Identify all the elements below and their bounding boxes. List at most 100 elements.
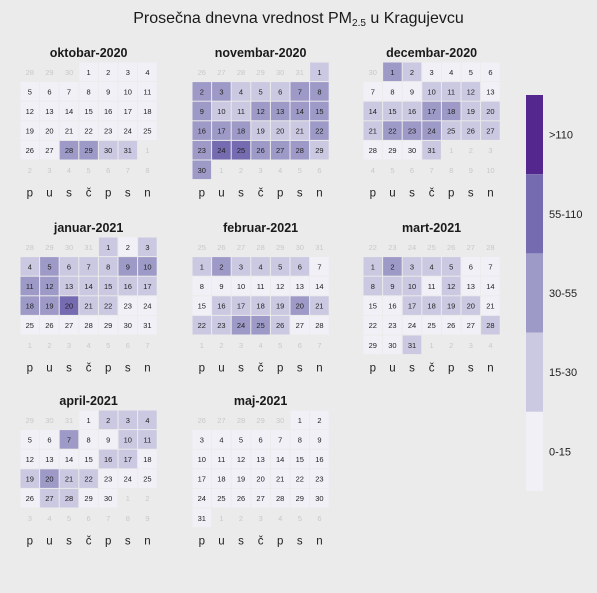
day-label: 31 [408, 341, 416, 350]
day-cell [251, 488, 270, 508]
day-label: 18 [143, 107, 151, 116]
weekday-label: s [66, 536, 72, 548]
day-cell [20, 469, 40, 488]
day-cell [383, 62, 402, 82]
day-cell [192, 508, 212, 528]
day-label: 4 [67, 166, 71, 175]
day-cell [383, 276, 402, 296]
day-label: 31 [65, 416, 73, 425]
day-label: 4 [219, 435, 223, 444]
day-label: 5 [298, 166, 302, 175]
weekday-label: p [448, 188, 454, 200]
day-label: 9 [390, 282, 394, 291]
day-cell [118, 296, 138, 315]
day-label: 30 [104, 494, 112, 503]
day-label: 4 [47, 514, 51, 523]
legend-label: 55-110 [549, 209, 582, 221]
day-label: 13 [467, 282, 475, 291]
day-label: 4 [259, 341, 263, 350]
day-cell [40, 140, 59, 160]
day-label: 5 [67, 514, 71, 523]
day-label: 25 [198, 243, 206, 252]
day-label: 20 [45, 127, 53, 136]
day-label: 2 [239, 166, 243, 175]
day-label: 1 [145, 146, 149, 155]
day-label: 26 [26, 494, 34, 503]
day-label: 5 [28, 87, 32, 96]
day-label: 27 [296, 321, 304, 330]
day-label: 2 [317, 416, 321, 425]
day-label: 17 [217, 127, 225, 136]
day-cell [138, 121, 157, 140]
day-label: 21 [296, 127, 304, 136]
day-label: 23 [124, 302, 132, 311]
day-label: 9 [145, 514, 149, 523]
day-cell [192, 276, 212, 296]
day-cell [402, 101, 422, 121]
day-cell [192, 296, 212, 315]
day-label: 6 [469, 262, 473, 271]
day-cell [402, 335, 422, 355]
day-label: 18 [237, 127, 245, 136]
day-cell [40, 296, 59, 315]
day-label: 1 [200, 341, 204, 350]
day-label: 5 [278, 262, 282, 271]
day-cell [251, 276, 270, 296]
day-label: 26 [217, 243, 225, 252]
day-cell [138, 449, 157, 469]
day-cell [79, 101, 98, 121]
day-label: 16 [198, 127, 206, 136]
day-cell [59, 469, 79, 488]
day-cell [138, 315, 157, 335]
day-label: 8 [87, 435, 91, 444]
day-cell [422, 62, 441, 82]
weekday-label: s [468, 188, 474, 200]
day-label: 14 [276, 455, 284, 464]
day-label: 24 [408, 321, 416, 330]
day-label: 10 [124, 435, 132, 444]
day-cell [383, 257, 402, 276]
day-label: 9 [410, 87, 414, 96]
day-cell [20, 430, 40, 449]
day-cell [310, 101, 329, 121]
day-label: 3 [200, 435, 204, 444]
day-label: 7 [126, 166, 130, 175]
day-cell [192, 160, 212, 180]
day-cell [231, 257, 251, 276]
day-label: 7 [317, 341, 321, 350]
day-cell [59, 140, 79, 160]
weekday-label: p [105, 536, 111, 548]
day-label: 11 [257, 282, 265, 291]
day-label: 7 [67, 87, 71, 96]
day-label: 26 [447, 243, 455, 252]
day-cell [138, 62, 157, 82]
day-label: 28 [26, 68, 34, 77]
day-cell [231, 140, 251, 160]
day-label: 2 [200, 87, 204, 96]
day-label: 17 [408, 302, 416, 311]
day-label: 30 [45, 416, 53, 425]
day-label: 2 [106, 68, 110, 77]
day-cell [118, 101, 138, 121]
day-cell [363, 101, 383, 121]
day-cell [231, 449, 251, 469]
day-label: 25 [427, 243, 435, 252]
day-label: 28 [237, 68, 245, 77]
day-label: 9 [200, 107, 204, 116]
day-label: 19 [467, 107, 475, 116]
weekday-label: s [238, 363, 244, 375]
day-label: 24 [217, 146, 225, 155]
weekday-label: p [277, 536, 283, 548]
day-cell [310, 121, 329, 140]
day-cell [251, 296, 270, 315]
day-cell [231, 121, 251, 140]
day-label: 18 [427, 302, 435, 311]
day-label: 8 [106, 262, 110, 271]
day-cell [79, 82, 98, 101]
day-label: 9 [317, 435, 321, 444]
day-cell [192, 315, 212, 335]
day-cell [310, 62, 329, 82]
day-cell [20, 315, 40, 335]
weekday-label: s [125, 363, 131, 375]
day-label: 5 [449, 262, 453, 271]
